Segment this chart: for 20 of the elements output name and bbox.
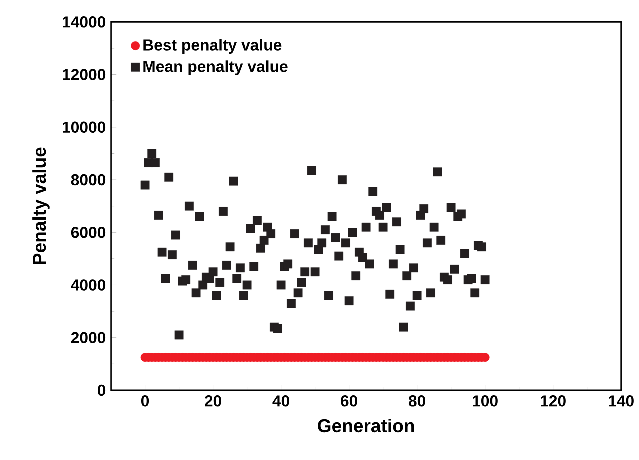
x-tick-label: 20 <box>205 396 222 407</box>
x-tick-label: 0 <box>141 396 150 407</box>
y-tick-label: 12000 <box>63 69 106 80</box>
legend-label: Mean penalty value <box>144 60 288 76</box>
y-tick-label: 14000 <box>63 16 106 28</box>
x-axis-title: Generation <box>318 418 414 433</box>
y-tick-label: 6000 <box>71 227 106 238</box>
y-tick-label: 8000 <box>71 174 106 186</box>
x-tick-label: 60 <box>341 396 358 407</box>
x-tick-label: 140 <box>609 396 634 407</box>
y-tick-label: 10000 <box>63 122 106 134</box>
x-tick-label: 40 <box>272 396 290 407</box>
x-tick-label: 80 <box>408 396 426 407</box>
legend-label: Best penalty value <box>144 39 282 54</box>
y-tick-label: 4000 <box>71 280 106 291</box>
y-axis-title: Penalty value <box>32 148 50 264</box>
x-tick-label: 120 <box>541 396 566 407</box>
x-tick-label: 100 <box>473 396 498 407</box>
y-tick-label: 0 <box>98 384 106 396</box>
y-tick-label: 2000 <box>71 332 106 344</box>
